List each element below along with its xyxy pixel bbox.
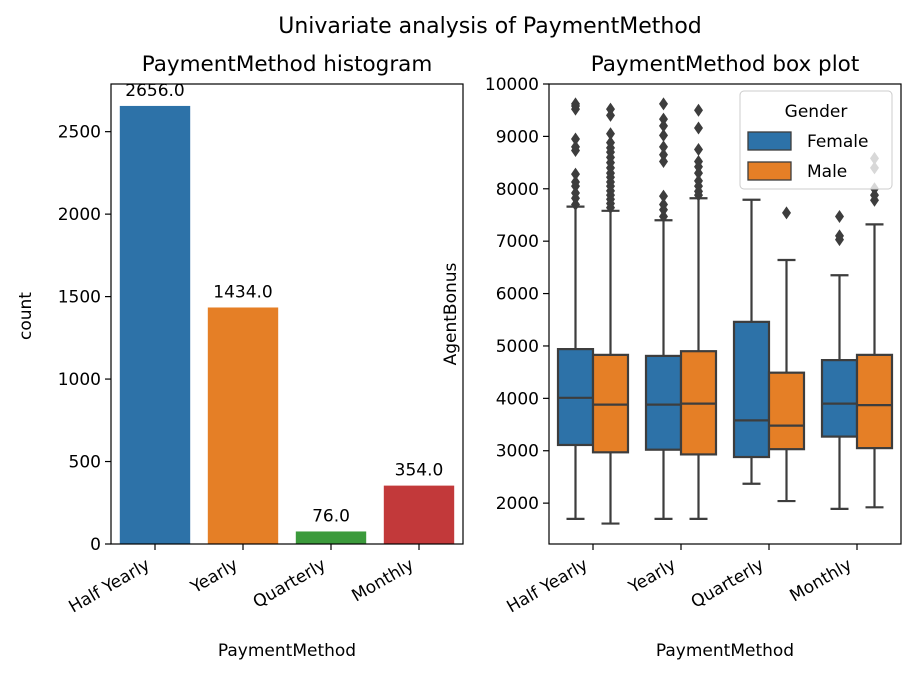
- x-tick-label: Yearly: [625, 555, 680, 598]
- box-quarterly-male-outlier: [782, 206, 791, 220]
- box-half-yearly-male-outlier: [606, 127, 615, 141]
- bar-yearly: [207, 307, 279, 544]
- box-half-yearly-female-outlier: [571, 167, 580, 181]
- box-monthly-female-outlier: [835, 210, 844, 224]
- box-quarterly-male: [767, 206, 806, 503]
- legend-label-female: Female: [807, 132, 868, 152]
- bar-monthly: [383, 485, 455, 544]
- y-tick-label: 10000: [485, 75, 539, 95]
- boxplot-x-ticks: Half Yearly Yearly Quarterly Monthly: [503, 544, 858, 617]
- y-tick-label: 0: [90, 535, 101, 555]
- boxplot-x-axis-label: PaymentMethod: [656, 641, 794, 661]
- box-half-yearly-male-outlier: [606, 102, 615, 116]
- box-yearly-male: [679, 103, 718, 520]
- box-yearly-female-outlier: [659, 210, 668, 224]
- box-monthly-female-outlier: [835, 229, 844, 243]
- box-yearly-female-outlier: [659, 155, 668, 169]
- x-tick-label: Monthly: [349, 555, 418, 606]
- x-tick-label: Quarterly: [688, 555, 768, 613]
- box-quarterly-male-iqr: [767, 371, 806, 451]
- legend-title: Gender: [785, 102, 848, 122]
- histogram-title: PaymentMethod histogram: [142, 52, 433, 77]
- y-tick-label: 2000: [58, 205, 101, 225]
- box-monthly-female: [820, 210, 859, 510]
- box-monthly-female-iqr: [820, 359, 859, 438]
- box-quarterly-female: [732, 198, 771, 485]
- y-tick-label: 5000: [496, 337, 539, 357]
- box-half-yearly-female-outlier: [571, 140, 580, 154]
- x-tick-label: Half Yearly: [65, 555, 153, 617]
- boxplot-panel: PaymentMethod box plot 2000 3000 4000 5000 6…: [441, 52, 902, 661]
- y-tick-label: 6000: [496, 285, 539, 305]
- box-yearly-male-outlier: [694, 142, 703, 156]
- x-tick-label: Quarterly: [250, 555, 330, 613]
- box-half-yearly-female-outlier: [571, 175, 580, 189]
- histogram-panel: PaymentMethod histogram 2656.0 1434.0 76.0…: [16, 52, 464, 661]
- box-yearly-male-outlier: [694, 155, 703, 169]
- y-tick-label: 8000: [496, 180, 539, 200]
- y-tick-label: 9000: [496, 127, 539, 147]
- box-half-yearly-female-outlier: [571, 186, 580, 200]
- boxplot-y-ticks: 2000 3000 4000 5000 6000 7000 8000 9000 10000: [485, 75, 549, 514]
- box-yearly-female-iqr: [644, 354, 683, 451]
- histogram-x-axis-label: PaymentMethod: [218, 641, 356, 661]
- box-yearly-female-outlier: [659, 112, 668, 126]
- box-half-yearly-male-outlier: [606, 136, 615, 150]
- y-tick-label: 1500: [58, 288, 101, 308]
- box-half-yearly-female-outlier: [571, 132, 580, 146]
- box-yearly-male-outlier: [694, 103, 703, 117]
- y-tick-label: 1000: [58, 370, 101, 390]
- boxplot-boxes: [556, 97, 894, 525]
- box-yearly-female: [644, 97, 683, 520]
- box-half-yearly-female-outlier: [571, 97, 580, 111]
- x-tick-label: Yearly: [187, 555, 242, 598]
- box-half-yearly-female: [556, 97, 595, 520]
- box-half-yearly-male: [591, 102, 630, 525]
- legend-label-male: Male: [807, 162, 847, 182]
- box-yearly-female-outlier: [659, 198, 668, 212]
- histogram-y-axis-label: count: [16, 292, 36, 340]
- legend-swatch-female: [747, 131, 792, 151]
- box-yearly-female-outlier: [659, 119, 668, 133]
- bar-value-label-half-yearly: 2656.0: [125, 81, 184, 101]
- box-yearly-female-outlier: [659, 189, 668, 203]
- box-yearly-female-outlier: [659, 97, 668, 111]
- boxplot-y-axis-label: AgentBonus: [441, 262, 461, 365]
- histogram-axes-frame: [110, 83, 464, 545]
- box-yearly-female-outlier: [659, 128, 668, 142]
- box-monthly-male: [855, 151, 894, 509]
- legend-swatch-male: [747, 161, 792, 181]
- box-yearly-male-outlier: [694, 121, 703, 135]
- bar-value-label-quarterly: 76.0: [312, 506, 350, 526]
- box-yearly-female-outlier: [659, 148, 668, 162]
- bar-quarterly: [295, 531, 367, 544]
- figure-suptitle: Univariate analysis of PaymentMethod: [278, 14, 702, 39]
- y-tick-label: 2500: [58, 123, 101, 143]
- y-tick-label: 7000: [496, 232, 539, 252]
- bar-value-label-monthly: 354.0: [395, 461, 444, 481]
- histogram-x-ticks: Half Yearly Yearly Quarterly Monthly: [65, 544, 420, 617]
- box-yearly-female-outlier: [659, 140, 668, 154]
- y-tick-label: 3000: [496, 442, 539, 462]
- box-yearly-male-outlier: [694, 174, 703, 188]
- x-tick-label: Half Yearly: [503, 555, 591, 617]
- boxplot-axes-frame: [548, 83, 902, 545]
- box-monthly-male-iqr: [855, 353, 894, 450]
- boxplot-legend: Gender Female Male: [739, 90, 893, 190]
- boxplot-title: PaymentMethod box plot: [591, 52, 860, 77]
- histogram-value-labels: 2656.0 1434.0 76.0 354.0: [125, 81, 443, 527]
- histogram-bars: [119, 105, 455, 544]
- x-tick-label: Monthly: [787, 555, 856, 606]
- y-tick-label: 2000: [496, 494, 539, 514]
- histogram-y-ticks: 0 500 1000 1500 2000 2500: [58, 123, 111, 555]
- bar-half-yearly: [119, 105, 191, 544]
- y-tick-label: 500: [69, 453, 101, 473]
- y-tick-label: 4000: [496, 389, 539, 409]
- bar-value-label-yearly: 1434.0: [213, 282, 272, 302]
- box-quarterly-female-iqr: [732, 320, 771, 459]
